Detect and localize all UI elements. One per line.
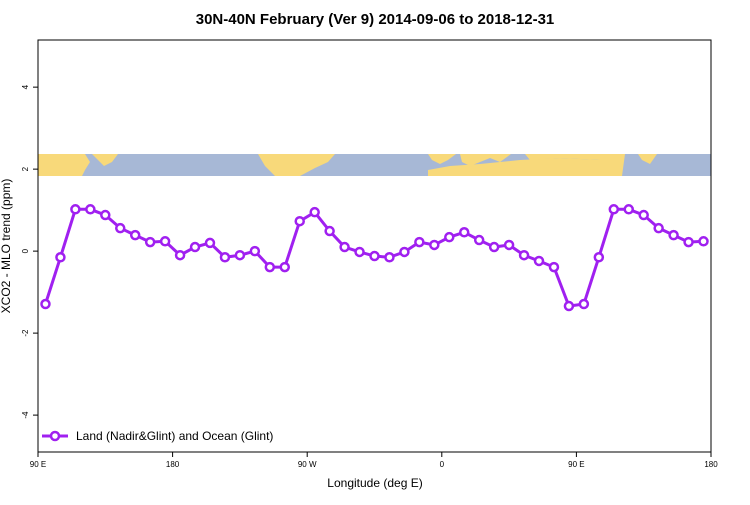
data-point bbox=[294, 215, 305, 227]
data-point bbox=[129, 229, 141, 241]
x-tick-label: 90 W bbox=[298, 460, 317, 469]
y-axis-label: XCO2 - MLO trend (ppm) bbox=[0, 179, 13, 314]
data-point bbox=[458, 227, 470, 238]
data-point bbox=[653, 222, 664, 234]
data-point bbox=[533, 255, 545, 267]
legend-label: Land (Nadir&Glint) and Ocean (Glint) bbox=[76, 429, 273, 443]
x-axis-label: Longitude (deg E) bbox=[327, 476, 422, 490]
x-tick-label: 90 E bbox=[568, 460, 584, 469]
data-point bbox=[204, 237, 216, 249]
chart-title: 30N-40N February (Ver 9) 2014-09-06 to 2… bbox=[196, 11, 555, 28]
data-point bbox=[324, 225, 335, 237]
y-tick-label: 2 bbox=[21, 166, 30, 171]
data-point bbox=[174, 249, 186, 261]
y-tick-label: 0 bbox=[21, 248, 30, 253]
legend: Land (Nadir&Glint) and Ocean (Glint) bbox=[42, 429, 273, 443]
data-point bbox=[369, 250, 380, 262]
x-tick-label: 0 bbox=[440, 460, 445, 469]
data-point bbox=[40, 298, 51, 310]
y-tick-label: 4 bbox=[21, 84, 30, 89]
data-point bbox=[144, 236, 156, 248]
data-point bbox=[249, 245, 261, 257]
data-point bbox=[384, 252, 395, 263]
data-point bbox=[115, 222, 126, 234]
data-point bbox=[219, 252, 231, 263]
data-point bbox=[518, 249, 530, 261]
data-point bbox=[503, 239, 515, 251]
data-point bbox=[683, 236, 694, 248]
x-tick-label: 180 bbox=[166, 460, 180, 469]
data-point bbox=[279, 261, 291, 273]
data-point bbox=[638, 209, 649, 221]
data-point bbox=[623, 204, 634, 215]
data-point bbox=[578, 298, 590, 310]
data-point bbox=[309, 206, 320, 218]
map-strip bbox=[38, 154, 711, 176]
data-point bbox=[85, 204, 96, 215]
data-point bbox=[473, 234, 485, 246]
data-point bbox=[159, 236, 171, 247]
data-point bbox=[414, 236, 425, 248]
y-tick-label: -4 bbox=[21, 411, 30, 419]
data-point bbox=[444, 231, 455, 243]
data-point bbox=[563, 300, 575, 312]
data-point bbox=[264, 261, 276, 273]
data-point bbox=[100, 209, 111, 221]
x-tick-label: 180 bbox=[704, 460, 718, 469]
data-point bbox=[488, 241, 500, 253]
data-point bbox=[608, 204, 620, 215]
data-point bbox=[55, 252, 66, 263]
data-point bbox=[593, 252, 605, 263]
data-point bbox=[698, 236, 709, 247]
data-point bbox=[548, 261, 560, 273]
data-point bbox=[668, 229, 679, 241]
data-point bbox=[429, 239, 440, 251]
x-tick-label: 90 E bbox=[30, 460, 46, 469]
data-point bbox=[189, 241, 201, 253]
data-point bbox=[234, 249, 246, 261]
data-point bbox=[354, 246, 365, 258]
plot-frame bbox=[37, 39, 712, 453]
y-tick-label: -2 bbox=[21, 329, 30, 337]
data-point bbox=[339, 241, 350, 253]
data-point bbox=[70, 204, 81, 215]
data-point bbox=[399, 246, 410, 258]
legend-marker bbox=[49, 430, 61, 442]
